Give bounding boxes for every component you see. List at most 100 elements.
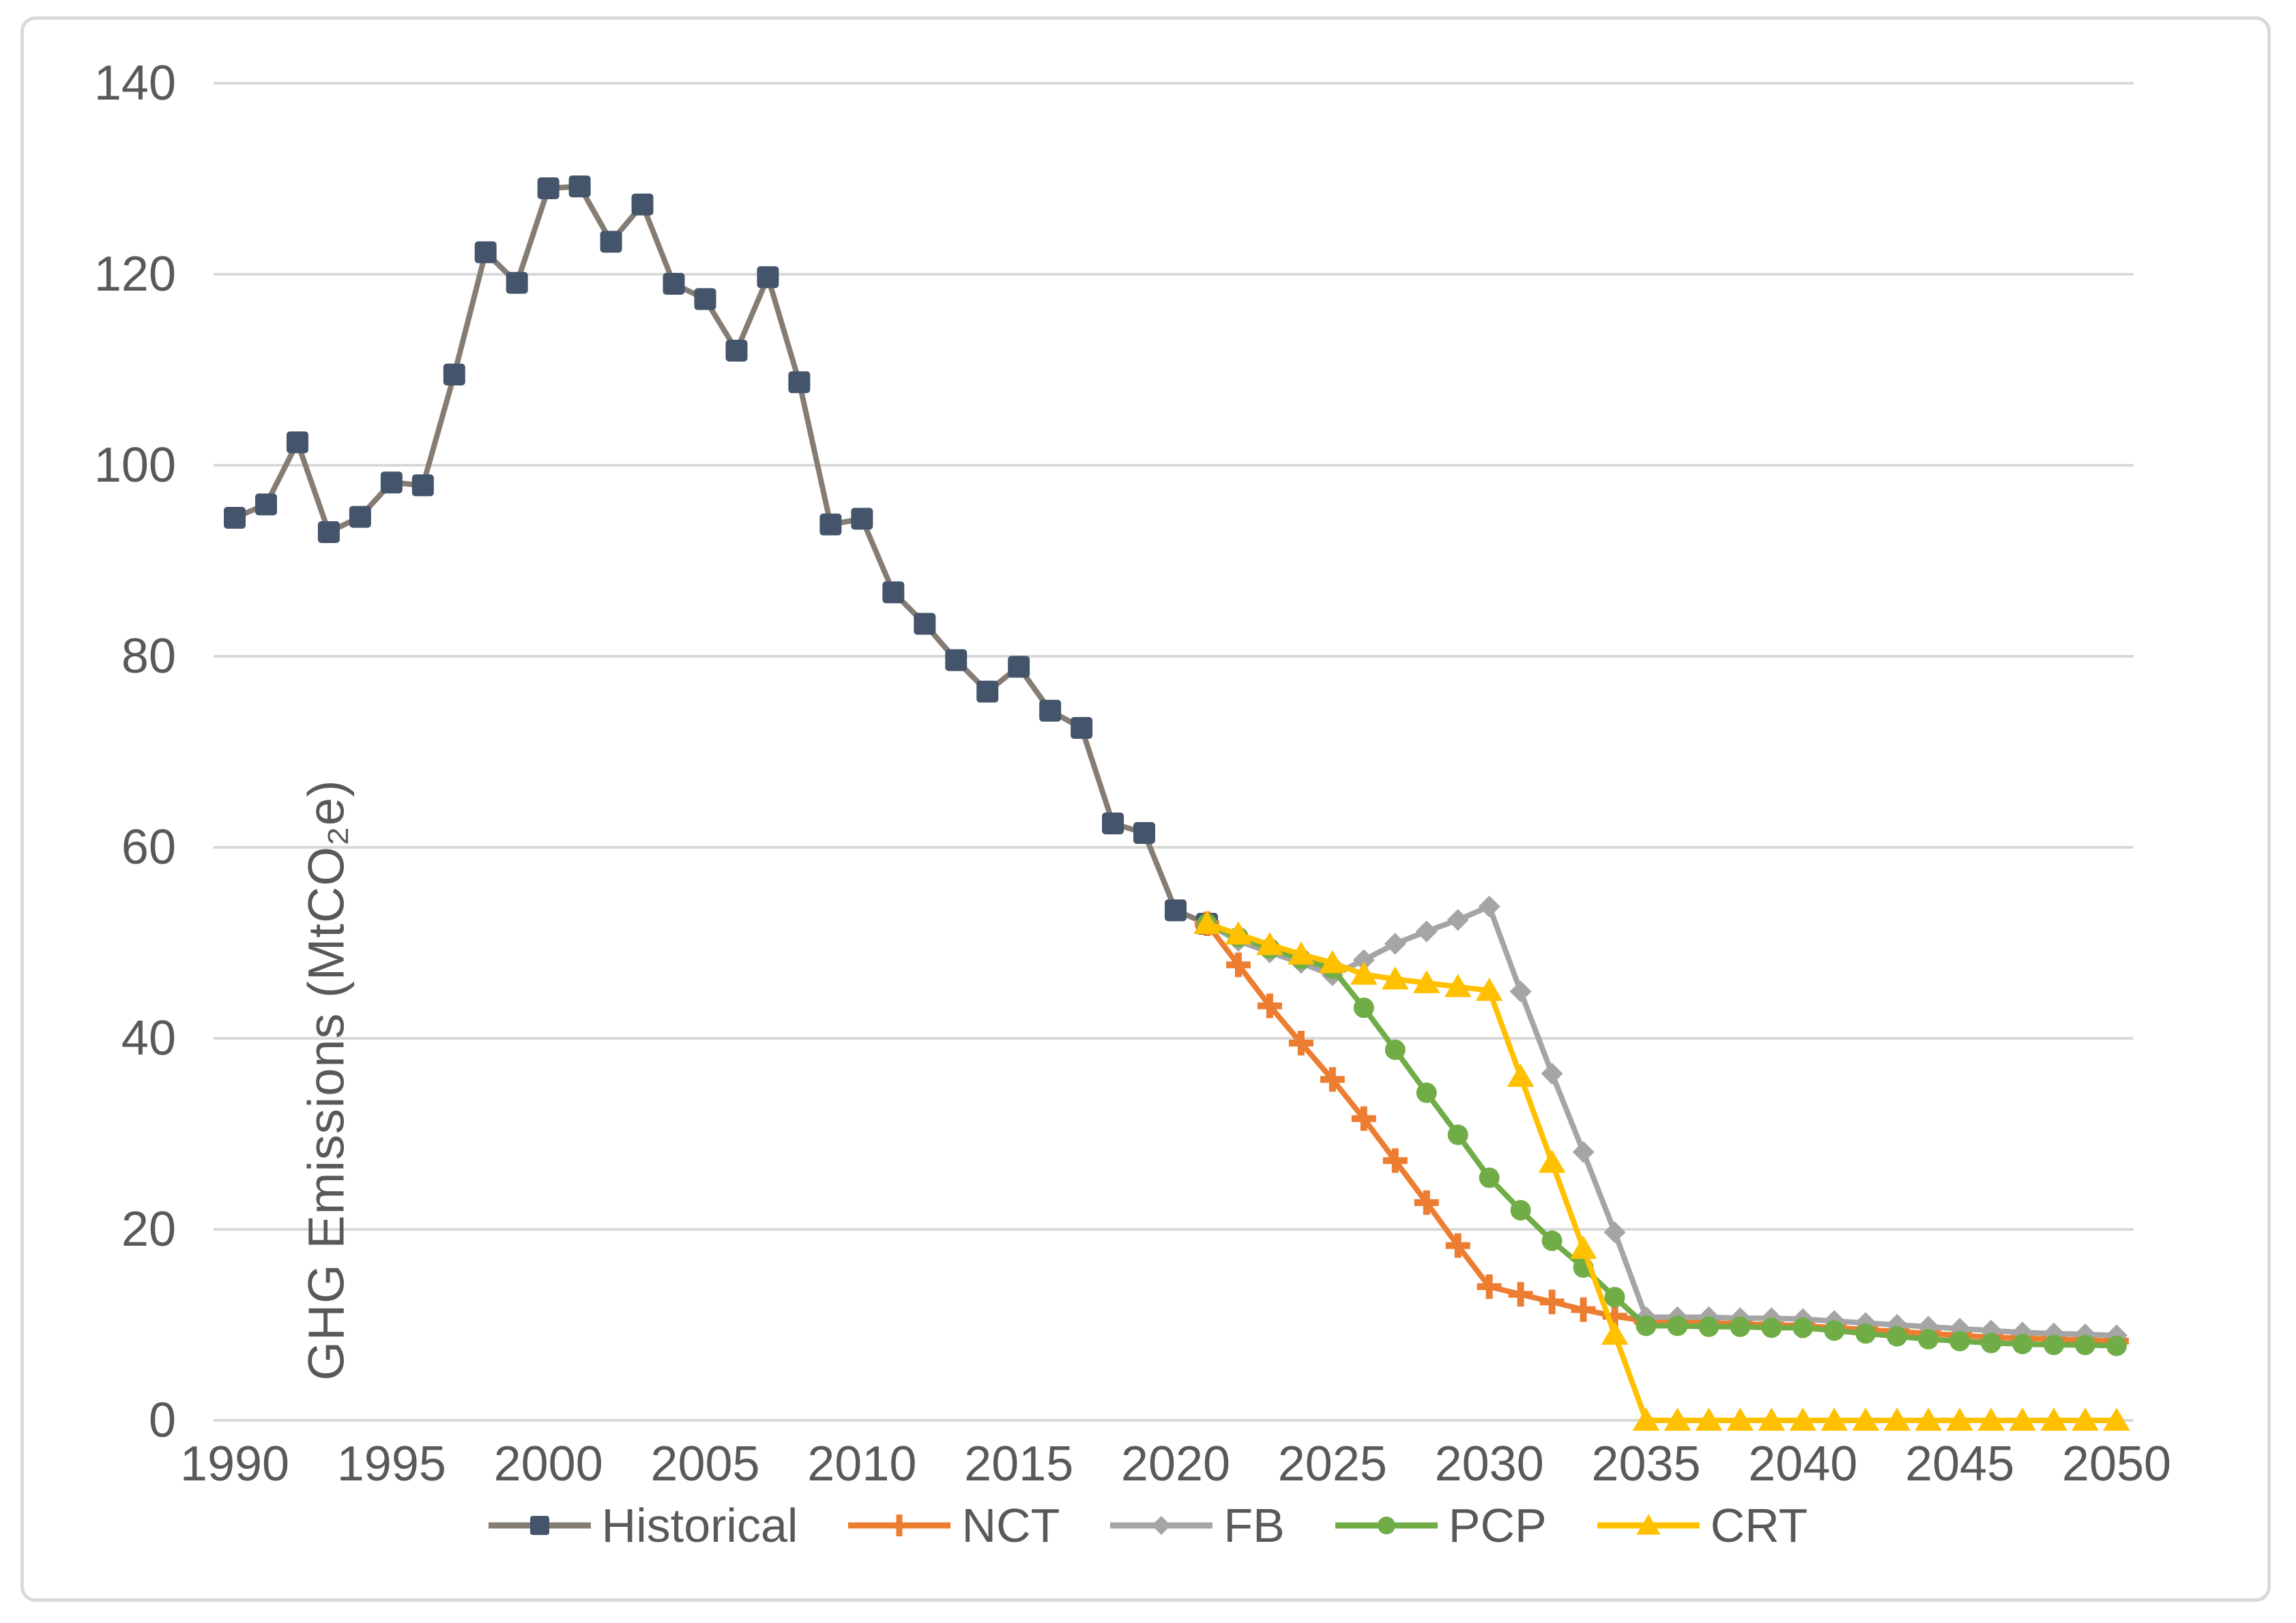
historical-data-point <box>443 364 465 385</box>
x-axis-tick-label: 2015 <box>964 1437 1073 1491</box>
y-axis-tick-label: 60 <box>121 820 176 875</box>
pcp-data-point <box>2012 1334 2033 1354</box>
nct-series-swatch-icon <box>848 1515 951 1536</box>
pcp-data-point <box>2106 1335 2127 1356</box>
x-axis-tick-label: 2050 <box>2062 1437 2171 1491</box>
historical-data-point <box>663 273 685 295</box>
fb-data-point <box>1384 933 1406 955</box>
crt-data-point <box>1695 1407 1723 1431</box>
x-axis-tick-label: 2025 <box>1278 1437 1387 1491</box>
historical-data-point <box>757 266 779 289</box>
y-axis-tick-label: 40 <box>121 1011 176 1066</box>
nct-data-point <box>1539 1289 1565 1315</box>
pcp-series-swatch-icon <box>1335 1517 1438 1534</box>
historical-data-point <box>788 371 811 394</box>
y-axis-tick-label: 120 <box>94 247 176 302</box>
x-axis-tick-label: 2020 <box>1121 1437 1230 1491</box>
crt-data-point <box>1726 1407 1754 1431</box>
crt-data-point <box>1820 1407 1848 1431</box>
x-axis-tick-label: 2035 <box>1591 1437 1700 1491</box>
nct-data-point <box>1571 1297 1596 1322</box>
pcp-data-point <box>1855 1323 1876 1344</box>
pcp-data-point <box>1636 1315 1657 1336</box>
nct-data-point <box>1225 952 1251 978</box>
pcp-data-point <box>1698 1316 1719 1337</box>
pcp-data-point <box>1447 1124 1468 1145</box>
pcp-data-point <box>1792 1317 1814 1339</box>
legend-marker-circle-icon <box>1377 1517 1395 1534</box>
crt-data-point <box>1350 961 1378 985</box>
crt-data-point <box>1601 1321 1629 1345</box>
historical-data-point <box>914 613 936 635</box>
x-axis-tick-label: 2000 <box>494 1437 603 1491</box>
y-axis-tick-label: 80 <box>121 629 176 684</box>
historical-data-point <box>851 508 873 530</box>
legend-marker-square-icon <box>529 1516 549 1535</box>
crt-data-point <box>2103 1407 2130 1431</box>
fb-data-point <box>1572 1141 1595 1163</box>
historical-data-point <box>600 231 622 253</box>
crt-data-point <box>1288 941 1315 965</box>
x-axis-tick-label: 1995 <box>337 1437 446 1491</box>
pcp-series-line <box>1204 921 2120 1349</box>
legend-item-nct: NCT <box>848 1498 1060 1553</box>
pcp-data-point <box>1761 1317 1782 1339</box>
fb-data-point <box>1509 980 1532 1003</box>
legend-label-pcp: PCP <box>1448 1499 1547 1552</box>
historical-data-point <box>1008 656 1030 678</box>
pcp-data-point <box>1353 997 1374 1019</box>
historical-data-point <box>725 340 748 362</box>
pcp-data-point <box>1887 1326 1908 1347</box>
historical-data-point <box>976 680 999 703</box>
x-axis-tick-label: 2045 <box>1905 1437 2014 1491</box>
nct-data-point <box>1351 1106 1376 1131</box>
historical-data-point <box>568 175 591 198</box>
x-axis-tick-label: 2005 <box>650 1437 759 1491</box>
legend-marker-triangle-icon <box>1636 1514 1661 1535</box>
nct-data-point <box>1257 993 1282 1019</box>
legend-item-crt: CRT <box>1597 1498 1807 1553</box>
historical-data-point <box>349 506 371 528</box>
crt-data-point <box>1225 921 1252 945</box>
x-axis-tick-label: 2030 <box>1435 1437 1544 1491</box>
y-axis-tick-label: 20 <box>121 1202 176 1257</box>
crt-data-point <box>1915 1407 1943 1431</box>
crt-data-point <box>1977 1407 2005 1431</box>
historical-series-line <box>232 184 1210 926</box>
crt-data-point <box>1789 1407 1817 1431</box>
pcp-data-point <box>1541 1230 1563 1251</box>
pcp-data-point <box>1604 1287 1625 1308</box>
pcp-data-point <box>1949 1330 1971 1351</box>
pcp-data-point <box>1384 1039 1406 1060</box>
historical-data-point <box>255 493 277 516</box>
crt-data-point <box>1569 1235 1597 1259</box>
crt-data-point <box>1632 1407 1660 1431</box>
pcp-data-point <box>1918 1329 1939 1349</box>
crt-data-point <box>2040 1407 2067 1431</box>
historical-series-swatch-icon <box>488 1516 591 1535</box>
crt-data-point <box>1444 974 1472 997</box>
legend-marker-plus-icon <box>888 1515 911 1536</box>
pcp-data-point <box>1510 1200 1531 1220</box>
legend-label-historical: Historical <box>601 1499 798 1552</box>
crt-data-point <box>1946 1407 1973 1431</box>
legend-item-pcp: PCP <box>1335 1498 1547 1553</box>
crt-data-point <box>1852 1407 1880 1431</box>
historical-data-point <box>380 471 403 494</box>
crt-data-point <box>1538 1150 1566 1173</box>
x-axis-tick-label: 1990 <box>180 1437 289 1491</box>
historical-data-point <box>506 272 528 294</box>
legend-item-historical: Historical <box>488 1498 798 1553</box>
crt-series-line <box>1204 921 2120 1423</box>
crt-data-point <box>1256 932 1283 955</box>
crt-data-point <box>1883 1407 1911 1431</box>
pcp-data-point <box>1730 1316 1751 1337</box>
fb-data-point <box>1352 949 1375 971</box>
historical-data-point <box>694 288 716 310</box>
crt-data-point <box>1412 970 1440 993</box>
crt-data-point <box>1758 1407 1786 1431</box>
legend-label-fb: FB <box>1223 1499 1285 1552</box>
nct-data-point <box>1382 1148 1408 1173</box>
